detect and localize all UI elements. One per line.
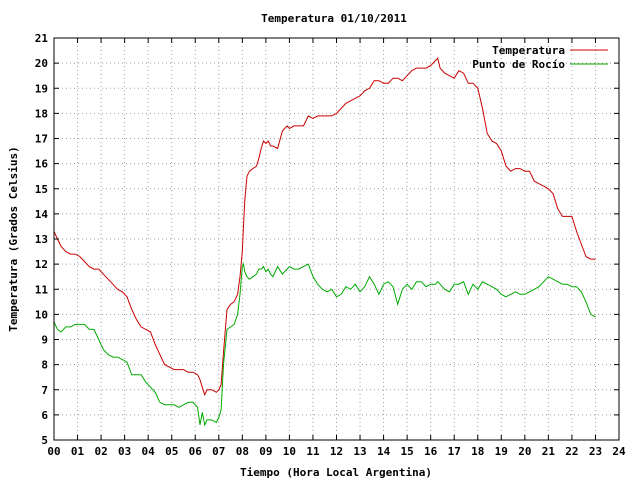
y-tick-label: 17 [35,133,48,146]
y-axis-label: Temperatura (Grados Celsius) [7,146,20,331]
grid [54,38,619,440]
x-tick-label: 13 [353,445,366,458]
y-tick-label: 21 [35,32,49,45]
y-tick-label: 8 [41,359,48,372]
y-tick-label: 20 [35,57,48,70]
y-tick-label: 9 [41,334,48,347]
x-axis-label: Tiempo (Hora Local Argentina) [240,466,432,479]
y-tick-label: 16 [35,158,49,171]
y-tick-label: 11 [35,283,49,296]
x-tick-label: 06 [189,445,203,458]
x-tick-label: 07 [212,445,225,458]
x-tick-label: 21 [542,445,556,458]
y-tick-label: 6 [41,409,48,422]
x-tick-label: 23 [589,445,602,458]
x-tick-label: 11 [306,445,320,458]
y-tick-label: 18 [35,107,48,120]
chart-title: Temperatura 01/10/2011 [261,12,407,25]
x-tick-label: 00 [47,445,60,458]
y-tick-label: 15 [35,183,48,196]
y-tick-label: 5 [41,434,48,447]
dew-point-line [53,262,596,427]
x-tick-label: 15 [401,445,414,458]
x-tick-label: 01 [71,445,85,458]
x-tick-label: 14 [377,445,391,458]
x-tick-label: 05 [165,445,178,458]
y-tick-label: 10 [35,308,48,321]
x-tick-label: 12 [330,445,343,458]
legend-label: Temperatura [492,44,565,57]
x-tick-label: 16 [424,445,438,458]
x-tick-label: 04 [142,445,156,458]
x-tick-label: 09 [259,445,272,458]
x-tick-label: 24 [612,445,626,458]
series-lines [53,57,596,427]
y-tick-label: 19 [35,82,48,95]
legend-label: Punto de Rocío [472,58,565,71]
y-tick-label: 14 [35,208,49,221]
axis-ticks: 00 01 02 03 04 05 06 07 08 09 10 11 12 13 14 15 16 17 18 19… [35,32,626,458]
y-tick-label: 12 [35,258,48,271]
y-tick-label: 7 [41,384,48,397]
y-tick-label: 13 [35,233,48,246]
x-tick-label: 10 [283,445,296,458]
temperature-line [53,57,596,397]
x-tick-label: 17 [448,445,461,458]
x-tick-label: 02 [94,445,107,458]
x-tick-label: 18 [471,445,484,458]
x-tick-label: 22 [565,445,578,458]
x-tick-label: 19 [495,445,508,458]
x-tick-label: 20 [518,445,531,458]
x-tick-label: 03 [118,445,131,458]
x-tick-label: 08 [236,445,249,458]
